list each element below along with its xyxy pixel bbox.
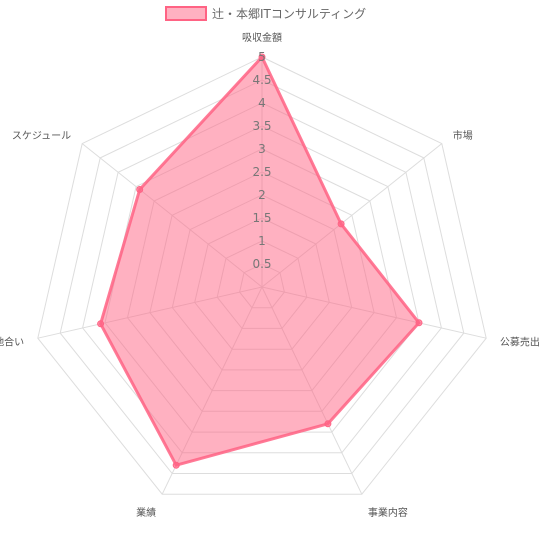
axis-label: 公募売出比 xyxy=(500,335,540,348)
legend[interactable]: 辻・本郷ITコンサルティング xyxy=(165,6,366,21)
tick-label: 4 xyxy=(258,96,266,110)
legend-swatch xyxy=(165,6,207,21)
data-point[interactable] xyxy=(324,420,332,428)
tick-label: 2 xyxy=(258,188,266,202)
tick-label: 2.5 xyxy=(252,165,271,179)
axis-label: 業績 xyxy=(136,506,156,519)
axis-label: 事業内容 xyxy=(368,506,408,519)
tick-label: 0.5 xyxy=(252,257,271,271)
tick-label: 1.5 xyxy=(252,211,271,225)
grid-ring xyxy=(59,79,465,474)
grid-ring xyxy=(82,102,442,454)
axis-label: 地合い xyxy=(0,335,24,348)
tick-label: 3.5 xyxy=(252,119,271,133)
data-point[interactable] xyxy=(415,319,423,327)
data-point[interactable] xyxy=(97,320,105,328)
grid-ring xyxy=(37,56,487,495)
axis-label: 市場 xyxy=(453,129,473,142)
tick-label: 1 xyxy=(258,234,266,248)
series-area[interactable] xyxy=(99,55,421,467)
points-layer xyxy=(97,53,423,469)
axis-label: 吸収金額 xyxy=(242,31,282,44)
legend-label: 辻・本郷ITコンサルティング xyxy=(212,7,366,21)
data-point[interactable] xyxy=(136,186,144,193)
tick-label: 3 xyxy=(258,142,266,156)
data-point[interactable] xyxy=(258,53,266,61)
series-layer xyxy=(99,55,421,467)
tick-labels: 0.5 1 1.5 2 2.5 3 3.5 4 4.5 5 xyxy=(252,50,271,271)
tick-label: 4.5 xyxy=(252,73,271,87)
axis-label: スケジュール xyxy=(12,130,71,142)
axis-labels: 吸収金額市場公募売出比事業内容 業績 地合い スケジュール xyxy=(0,31,540,519)
tick-label: 5 xyxy=(258,50,266,64)
data-point[interactable] xyxy=(337,220,345,228)
data-point[interactable] xyxy=(172,461,180,469)
